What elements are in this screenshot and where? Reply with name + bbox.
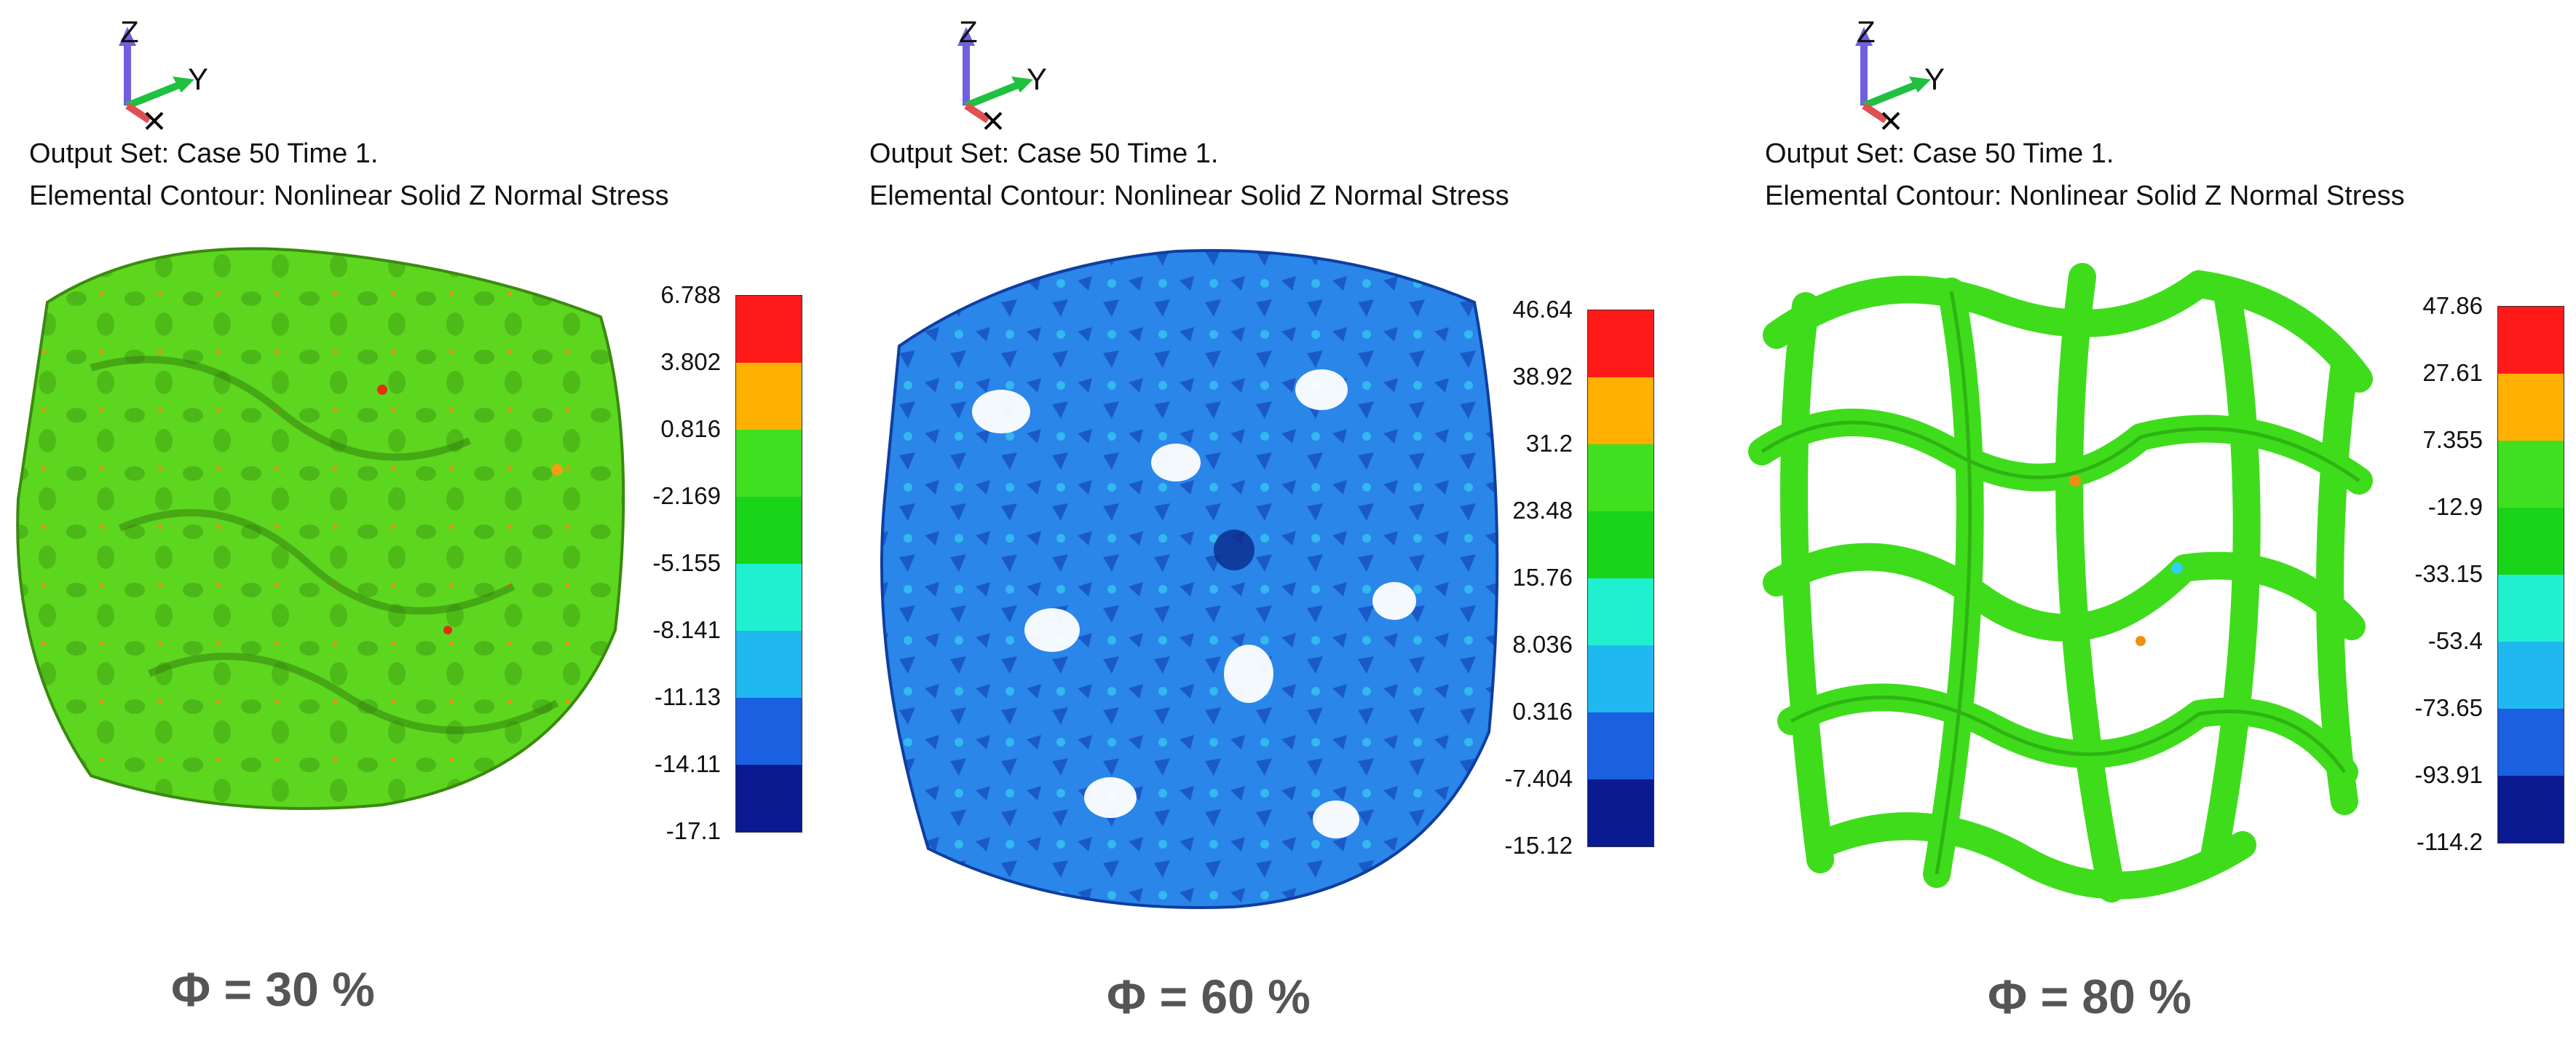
coordinate-triad: Z Y — [944, 4, 1090, 135]
legend-swatch — [1588, 310, 1654, 377]
legend-tick: 46.64 — [1512, 296, 1573, 323]
legend-swatch — [1588, 578, 1654, 645]
axis-y-label: Y — [1924, 62, 1945, 96]
legend-swatch — [1588, 645, 1654, 712]
panel-phi-80: Z Y Output Set: Case 50 Time 1. Elementa… — [1747, 0, 2576, 1046]
axes-triad-icon — [119, 27, 194, 130]
legend-swatch — [736, 698, 802, 765]
legend-tick: -11.13 — [654, 683, 721, 710]
legend-swatch — [2498, 307, 2564, 374]
legend-swatch — [1588, 511, 1654, 578]
contour-label: Elemental Contour: Nonlinear Solid Z Nor… — [1765, 181, 2405, 211]
panel-phi-30: Z Y Output Set: Case 50 Time 1. Elementa… — [0, 0, 852, 1046]
legend-swatch — [2498, 776, 2564, 843]
legend-swatch — [2498, 642, 2564, 709]
legend-tick: 8.036 — [1512, 631, 1573, 658]
legend-tick: -73.65 — [2414, 694, 2483, 721]
legend-color-bar — [1587, 310, 1654, 847]
legend-swatch — [2498, 508, 2564, 575]
panel-header: Output Set: Case 50 Time 1. Elemental Co… — [869, 133, 1509, 217]
panel-phi-60: Z Y Output Set: Case 50 Time 1. Elementa… — [852, 0, 1704, 1046]
scaffold-render — [1748, 263, 2373, 903]
legend-tick: 47.86 — [2422, 292, 2483, 319]
legend-tick: -93.91 — [2414, 761, 2483, 788]
legend-swatch — [736, 497, 802, 564]
legend-tick: -5.155 — [652, 549, 721, 576]
legend-swatch — [1588, 712, 1654, 779]
axis-z-label: Z — [959, 15, 978, 49]
panel-header: Output Set: Case 50 Time 1. Elemental Co… — [29, 133, 669, 217]
panel-header: Output Set: Case 50 Time 1. Elemental Co… — [1765, 133, 2405, 217]
legend-tick: -114.2 — [2416, 828, 2483, 855]
output-set-label: Output Set: Case 50 Time 1. — [1765, 138, 2114, 169]
legend-swatch — [1588, 377, 1654, 444]
legend-tick: -8.141 — [652, 616, 721, 643]
legend-swatch — [736, 564, 802, 631]
legend-tick: 3.802 — [660, 348, 721, 375]
legend-swatch — [736, 765, 802, 832]
axis-z-label: Z — [120, 15, 139, 49]
porosity-label: Φ = 60 % — [1107, 970, 1311, 1023]
legend-swatch — [2498, 374, 2564, 441]
scaffold-render — [880, 248, 1499, 909]
color-legend: 46.64 38.92 31.2 23.48 15.76 8.036 0.316… — [1504, 296, 1654, 859]
axes-triad-icon — [957, 27, 1033, 130]
color-legend: 6.788 3.802 0.816 -2.169 -5.155 -8.141 -… — [652, 281, 802, 844]
porous-structure-image — [1733, 219, 2388, 932]
legend-swatch — [2498, 575, 2564, 642]
legend-swatch — [2498, 709, 2564, 776]
legend-swatch — [1588, 444, 1654, 511]
legend-tick: 31.2 — [1525, 430, 1573, 457]
legend-tick: 27.61 — [2422, 359, 2483, 386]
legend-swatch — [736, 631, 802, 698]
legend-tick: 38.92 — [1512, 363, 1573, 390]
legend-tick: 0.816 — [660, 415, 721, 442]
output-set-label: Output Set: Case 50 Time 1. — [29, 138, 379, 169]
legend-tick: -14.11 — [654, 750, 721, 777]
legend-tick: -17.1 — [665, 817, 721, 844]
legend-tick: 7.355 — [2422, 426, 2483, 453]
legend-tick: -33.15 — [2414, 560, 2483, 587]
legend-tick: 23.48 — [1512, 497, 1573, 524]
porous-structure-image — [870, 222, 1511, 921]
legend-color-bar — [2497, 306, 2564, 844]
legend-swatch — [736, 363, 802, 430]
legend-tick: -2.169 — [652, 482, 721, 509]
porous-structure-image — [4, 222, 644, 827]
contour-label: Elemental Contour: Nonlinear Solid Z Nor… — [869, 181, 1509, 211]
output-set-label: Output Set: Case 50 Time 1. — [869, 138, 1219, 169]
legend-tick: 0.316 — [1512, 698, 1573, 725]
legend-swatch — [736, 430, 802, 497]
legend-swatch — [1588, 779, 1654, 846]
legend-tick: 15.76 — [1512, 564, 1573, 591]
color-legend: 47.86 27.61 7.355 -12.9 -33.15 -53.4 -73… — [2414, 292, 2564, 855]
scaffold-render — [16, 247, 625, 810]
axis-z-label: Z — [1857, 15, 1876, 49]
legend-tick: -7.404 — [1504, 765, 1573, 792]
porosity-label: Φ = 80 % — [1988, 970, 2192, 1023]
coordinate-triad: Z Y — [1842, 4, 1988, 135]
porosity-label: Φ = 30 % — [171, 962, 375, 1016]
legend-tick: -12.9 — [2427, 493, 2483, 520]
axis-y-label: Y — [1027, 62, 1048, 96]
legend-color-bar — [735, 295, 802, 833]
legend-tick: 6.788 — [660, 281, 721, 308]
axis-y-label: Y — [188, 62, 209, 96]
legend-tick: -53.4 — [2427, 627, 2483, 654]
axes-triad-icon — [1855, 27, 1931, 130]
legend-swatch — [736, 296, 802, 363]
contour-label: Elemental Contour: Nonlinear Solid Z Nor… — [29, 181, 669, 211]
coordinate-triad: Z Y — [106, 4, 251, 135]
legend-swatch — [2498, 441, 2564, 508]
legend-tick: -15.12 — [1504, 832, 1573, 859]
